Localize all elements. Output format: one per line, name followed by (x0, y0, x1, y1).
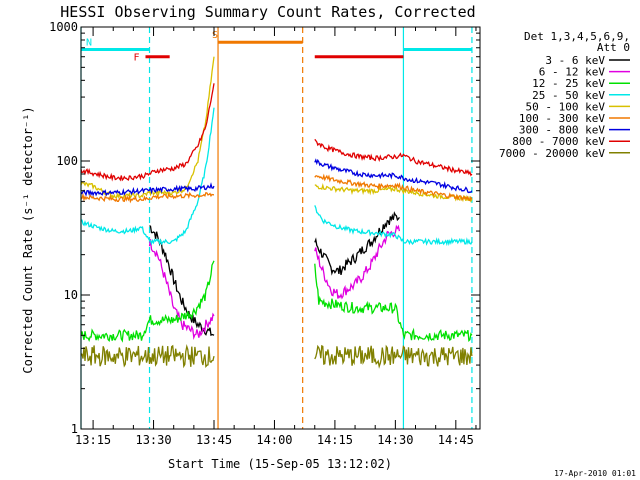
series-1-seg1 (148, 239, 215, 340)
legend-label-2: 12 - 25 keV (532, 77, 605, 90)
flag-F-label: F (133, 53, 139, 64)
y-tick-label-1000: 1000 (49, 20, 78, 34)
flag-N-label: N (86, 37, 92, 48)
x-tick-label-1330: 13:30 (135, 433, 171, 447)
series-5-seg1 (80, 191, 215, 204)
series-4-seg2 (314, 182, 473, 203)
series-3-seg2 (314, 205, 473, 247)
series-2-seg2 (314, 263, 473, 343)
series-0-seg2 (314, 211, 400, 276)
series-6-seg1 (80, 182, 215, 197)
x-tick-label-1430: 14:30 (377, 433, 413, 447)
legend-label-5: 100 - 300 keV (519, 112, 605, 125)
series-3-seg1 (80, 107, 215, 246)
x-tick-label-1315: 13:15 (75, 433, 111, 447)
legend-label-6: 300 - 800 keV (519, 124, 605, 137)
series-6-seg2 (314, 158, 473, 194)
series-8-seg1 (80, 343, 215, 369)
series-5-seg2 (314, 173, 473, 202)
series-2-seg1 (80, 260, 215, 343)
legend-header-line-1: Det 1,3,4,5,6,9, (524, 30, 630, 43)
chart-title: HESSI Observing Summary Count Rates, Cor… (60, 3, 475, 21)
y-tick-label-10: 10 (64, 288, 78, 302)
x-axis-label: Start Time (15-Sep-05 13:12:02) (168, 457, 392, 471)
y-tick-label-100: 100 (56, 154, 78, 168)
x-tick-label-1445: 14:45 (438, 433, 474, 447)
series-1-seg2 (314, 224, 401, 300)
series-7-seg2 (314, 138, 473, 177)
axes: 1 10 100 1000 13:15 13:30 13:45 14:00 14:15 14:30… (49, 20, 481, 447)
legend-label-8: 7000 - 20000 keV (499, 147, 605, 160)
legend-label-3: 25 - 50 keV (532, 89, 605, 102)
series-8-seg2 (314, 344, 473, 369)
legend-label-0: 3 - 6 keV (545, 54, 605, 67)
y-axis-label: Corrected Count Rate (s⁻¹ detector⁻¹) (21, 106, 35, 373)
legend-label-4: 50 - 100 keV (526, 100, 606, 113)
x-tick-label-1415: 14:15 (317, 433, 353, 447)
timestamp-footer: 17-Apr-2010 01:01 (554, 469, 636, 478)
legend-label-7: 800 - 7000 keV (512, 135, 605, 148)
plot-frame (80, 26, 481, 430)
series-7-seg1 (80, 83, 215, 182)
x-tick-label-1400: 14:00 (256, 433, 292, 447)
y-tick-label-1: 1 (71, 422, 78, 436)
legend-header-line-2: Att 0 (597, 41, 630, 54)
flag-S-label: S (212, 30, 218, 41)
legend-label-1: 6 - 12 keV (539, 66, 606, 79)
x-tick-label-1345: 13:45 (196, 433, 232, 447)
